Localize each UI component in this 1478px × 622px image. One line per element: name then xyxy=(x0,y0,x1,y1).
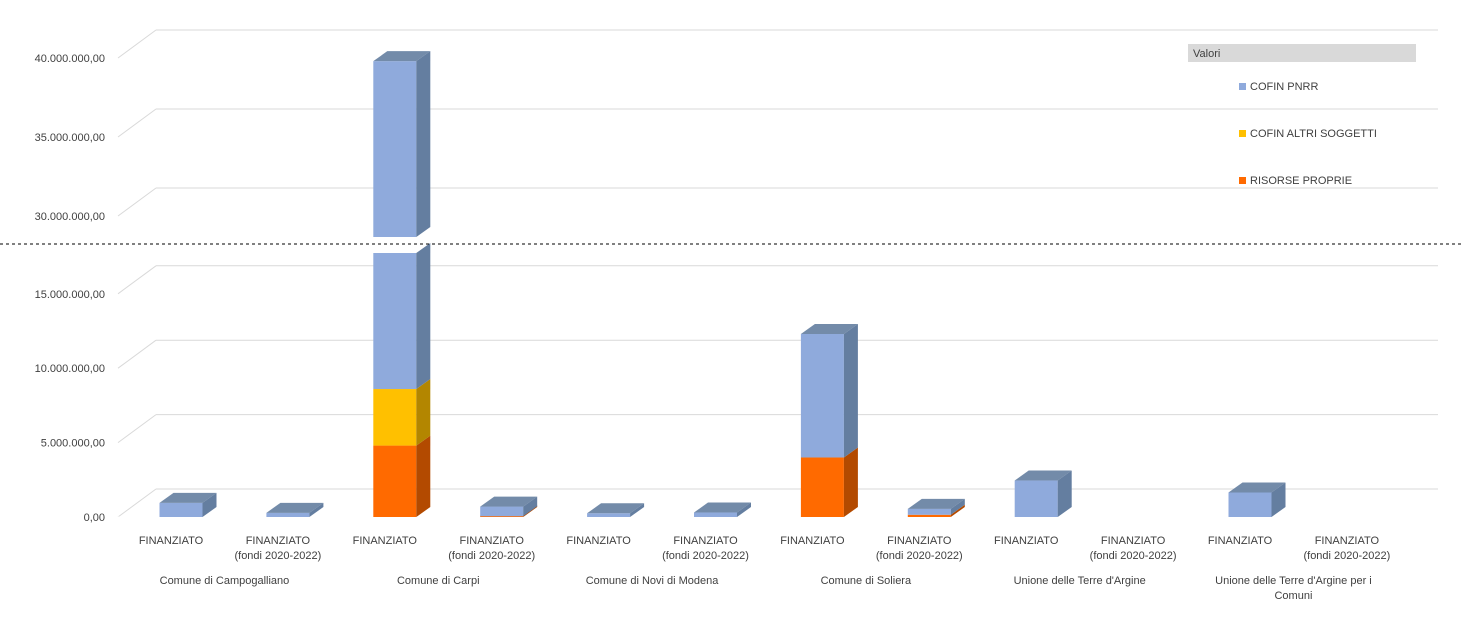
y-axis: 0,00 5.000.000,00 10.000.000,00 15.000.000,… xyxy=(35,53,105,524)
y-tick-label: 0,00 xyxy=(84,512,105,524)
category-label: FINANZIATO xyxy=(780,535,845,547)
bar-segment xyxy=(373,445,417,517)
category-label: (fondi 2020-2022) xyxy=(876,550,963,562)
bar-segment xyxy=(373,253,417,390)
category-label: FINANZIATO xyxy=(887,535,952,547)
bar-segment xyxy=(800,333,844,458)
bar-segment xyxy=(587,513,631,517)
y-tick-label: 10.000.000,00 xyxy=(35,363,105,375)
bar-side xyxy=(950,504,965,517)
bar-segment xyxy=(907,514,951,517)
gridline-diagonal xyxy=(117,108,157,138)
category-label: (fondi 2020-2022) xyxy=(1303,550,1390,562)
bar-side xyxy=(737,502,751,517)
bar-side xyxy=(1271,482,1286,517)
bar-segment xyxy=(266,512,310,517)
category-label: FINANZIATO xyxy=(566,535,631,547)
bar-side xyxy=(202,492,217,517)
bar-segment xyxy=(480,506,524,517)
bar-top xyxy=(694,502,751,513)
legend-title: Valori xyxy=(1193,48,1220,60)
category-label: FINANZIATO xyxy=(353,535,418,547)
bar-segment xyxy=(373,389,417,446)
gridline-diagonal xyxy=(117,488,157,518)
gridline-diagonal xyxy=(117,414,157,444)
category-label: FINANZIATO xyxy=(139,535,204,547)
category-label: FINANZIATO xyxy=(246,535,311,547)
category-label: (fondi 2020-2022) xyxy=(448,550,535,562)
category-label: FINANZIATO xyxy=(1315,535,1380,547)
legend-label: COFIN PNRR xyxy=(1250,81,1319,93)
gridline-diagonal xyxy=(117,187,157,217)
bar-top xyxy=(480,496,538,507)
category-label: FINANZIATO xyxy=(1208,535,1273,547)
bar-top xyxy=(1228,482,1286,493)
group-label: Comune di Campogalliano xyxy=(160,575,290,587)
bar-segment xyxy=(694,512,737,517)
y-tick-label: 40.000.000,00 xyxy=(35,53,105,65)
bar-top xyxy=(373,51,431,62)
bar-side xyxy=(843,323,858,458)
y-tick-label: 15.000.000,00 xyxy=(35,289,105,301)
bar-top xyxy=(159,492,217,503)
y-tick-label: 30.000.000,00 xyxy=(35,211,105,223)
bar-side xyxy=(309,502,324,517)
category-label: FINANZIATO xyxy=(673,535,738,547)
gridlines xyxy=(117,29,1438,518)
bar-side xyxy=(416,435,431,517)
bar-side xyxy=(523,496,538,517)
y-tick-label: 5.000.000,00 xyxy=(41,438,105,450)
group-label: Unione delle Terre d'Argine per i xyxy=(1215,575,1372,587)
gridline-diagonal xyxy=(117,339,157,369)
bar-segment xyxy=(159,502,203,517)
category-label: FINANZIATO xyxy=(1101,535,1166,547)
group-label: Comune di Soliera xyxy=(821,575,912,587)
bar-segment xyxy=(907,508,951,515)
y-tick-label: 35.000.000,00 xyxy=(35,132,105,144)
bar-side xyxy=(416,379,431,446)
category-label: (fondi 2020-2022) xyxy=(234,550,321,562)
bar-side xyxy=(416,243,431,390)
bar-side xyxy=(630,503,645,517)
bar-top xyxy=(587,503,645,514)
bar-segment xyxy=(373,61,417,237)
group-label: Comune di Novi di Modena xyxy=(586,575,720,587)
category-label: (fondi 2020-2022) xyxy=(1090,550,1177,562)
legend-swatch xyxy=(1239,83,1246,90)
bar-segment xyxy=(1014,480,1058,517)
legend-label: COFIN ALTRI SOGGETTI xyxy=(1250,128,1377,140)
bar-top xyxy=(1014,470,1072,481)
legend-swatch xyxy=(1239,177,1246,184)
category-label: FINANZIATO xyxy=(994,535,1059,547)
bar-segment xyxy=(800,457,844,517)
bar-side xyxy=(1057,470,1072,517)
group-label: Comuni xyxy=(1274,590,1312,602)
gridline-diagonal xyxy=(117,265,157,295)
legend: Valori COFIN PNRR COFIN ALTRI SOGGETTI RISO… xyxy=(1188,44,1416,187)
bar-top xyxy=(266,502,324,513)
legend-swatch xyxy=(1239,130,1246,137)
bar-side xyxy=(843,447,858,517)
bar-side xyxy=(416,51,431,237)
bar-top xyxy=(800,323,858,334)
bar-segment xyxy=(1228,492,1272,517)
category-label: FINANZIATO xyxy=(460,535,525,547)
bar-side xyxy=(950,498,965,515)
x-axis: FINANZIATO FINANZIATO (fondi 2020-2022) Com… xyxy=(139,535,1391,602)
group-label: Unione delle Terre d'Argine xyxy=(1014,575,1146,587)
legend-title-bar xyxy=(1188,44,1416,62)
bars xyxy=(159,51,1286,517)
category-label: (fondi 2020-2022) xyxy=(662,550,749,562)
gridline-diagonal xyxy=(117,29,157,59)
legend-label: RISORSE PROPRIE xyxy=(1250,175,1352,187)
bar-top xyxy=(907,498,965,509)
group-label: Comune di Carpi xyxy=(397,575,480,587)
